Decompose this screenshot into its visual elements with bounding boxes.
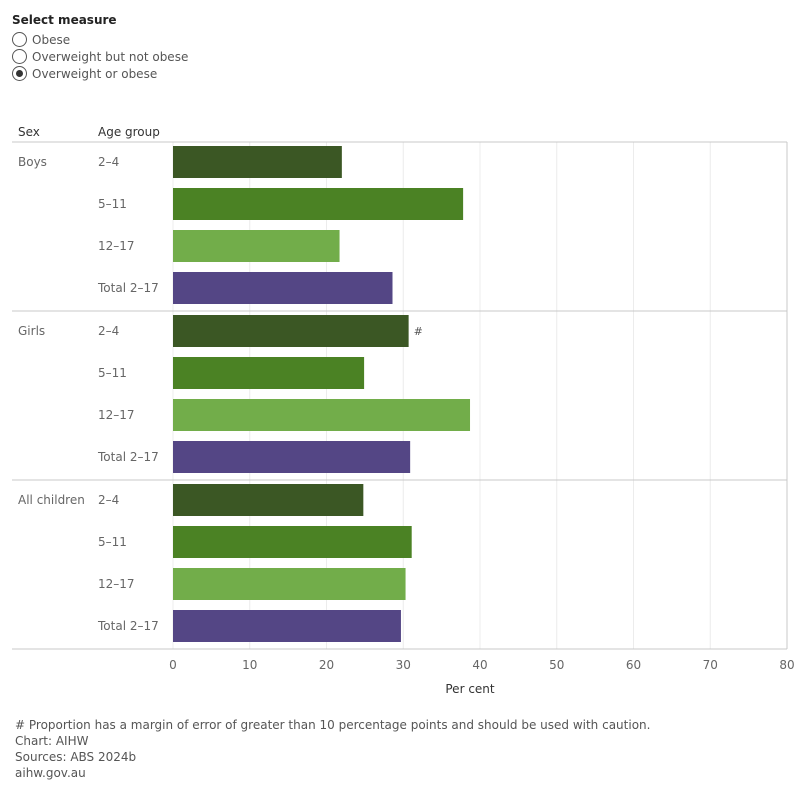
radio-button-icon[interactable] — [12, 49, 27, 64]
category-label: 5–11 — [98, 197, 127, 211]
radio-button-selected-icon[interactable] — [12, 66, 27, 81]
bar-flag-label: # — [414, 325, 423, 338]
bar — [173, 484, 364, 516]
x-tick-label: 40 — [472, 658, 487, 672]
radio-button-icon[interactable] — [12, 32, 27, 47]
bar — [173, 568, 406, 600]
category-label: 2–4 — [98, 155, 119, 169]
group-label: Boys — [18, 155, 47, 169]
group-label: All children — [18, 493, 85, 507]
x-axis-label: Per cent — [445, 682, 495, 696]
x-tick-label: 50 — [549, 658, 564, 672]
category-label: 12–17 — [98, 239, 135, 253]
bar — [173, 610, 401, 642]
category-label: 5–11 — [98, 366, 127, 380]
sex-column-header: Sex — [18, 125, 40, 139]
radio-option-overweight-or-obese[interactable]: Overweight or obese — [12, 65, 157, 82]
x-tick-label: 80 — [779, 658, 794, 672]
bar — [173, 526, 412, 558]
bar — [173, 230, 340, 262]
radio-label: Overweight or obese — [32, 66, 158, 81]
x-tick-label: 70 — [703, 658, 718, 672]
bar-chart: Boys 2–4 5–11 12–17 Total 2–17 Girls 2–4 #5–11 1… — [12, 141, 795, 696]
category-label: 2–4 — [98, 493, 119, 507]
bar — [173, 272, 393, 304]
x-tick-label: 30 — [396, 658, 411, 672]
x-tick-label: 60 — [626, 658, 641, 672]
category-label: 2–4 — [98, 324, 119, 338]
category-label: 12–17 — [98, 408, 135, 422]
bar — [173, 146, 342, 178]
x-tick-label: 0 — [169, 658, 177, 672]
footnote-chart-credit: Chart: AIHW — [15, 734, 89, 748]
radio-label: Overweight but not obese — [32, 49, 189, 64]
radio-option-overweight-not-obese[interactable]: Overweight but not obese — [12, 48, 188, 65]
category-label: Total 2–17 — [97, 619, 159, 633]
bar — [173, 315, 409, 347]
bar — [173, 357, 365, 389]
group-label: Girls — [18, 324, 45, 338]
age-group-column-header: Age group — [98, 125, 160, 139]
category-label: 12–17 — [98, 577, 135, 591]
footnotes: # Proportion has a margin of error of gr… — [15, 717, 650, 781]
category-label: 5–11 — [98, 535, 127, 549]
footnote-website: aihw.gov.au — [15, 766, 86, 780]
footnote-caution: # Proportion has a margin of error of gr… — [15, 718, 651, 732]
bar — [173, 188, 464, 220]
x-tick-label: 10 — [242, 658, 257, 672]
radio-label: Obese — [32, 32, 71, 47]
footnote-sources: Sources: ABS 2024b — [15, 750, 137, 764]
category-label: Total 2–17 — [97, 281, 159, 295]
category-label: Total 2–17 — [97, 450, 159, 464]
radio-option-obese[interactable]: Obese — [12, 31, 70, 48]
bar — [173, 441, 411, 473]
x-tick-label: 20 — [319, 658, 334, 672]
bar — [173, 399, 471, 431]
measure-selector-title: Select measure — [12, 13, 117, 27]
